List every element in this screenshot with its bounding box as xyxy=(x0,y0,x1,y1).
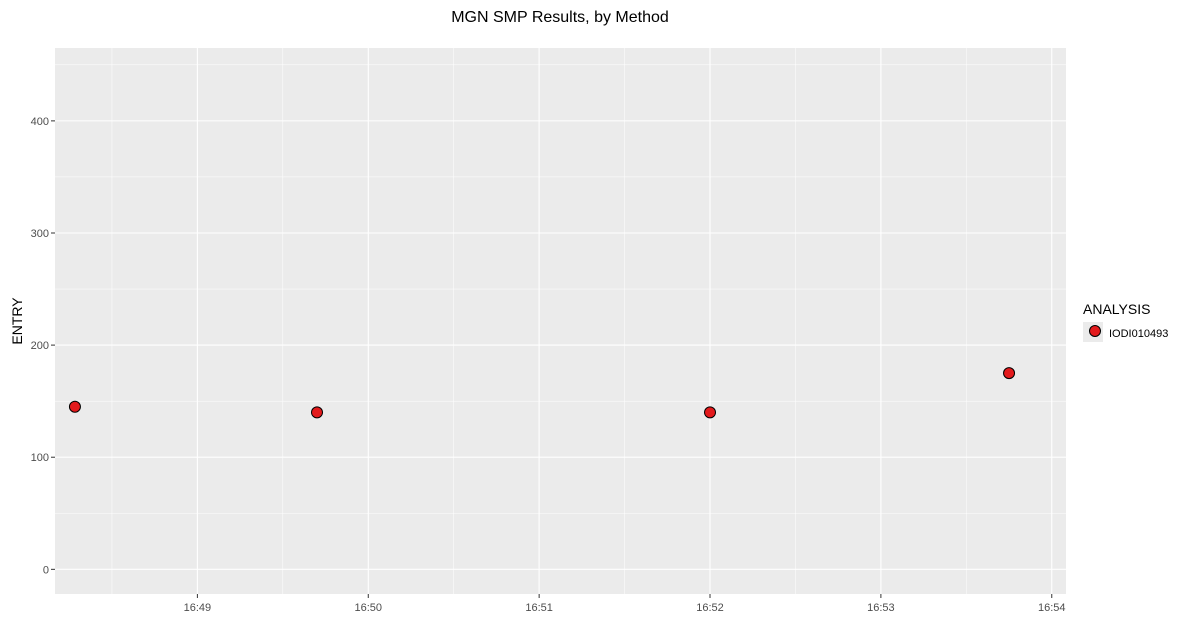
y-tick-label: 300 xyxy=(31,228,49,240)
x-tick-label: 16:52 xyxy=(696,602,724,614)
plot-panel xyxy=(55,48,1066,594)
y-axis: 0 100 200 300 400 xyxy=(31,116,55,576)
x-tick-label: 16:49 xyxy=(184,602,212,614)
data-point xyxy=(1003,367,1016,380)
y-tick-label: 100 xyxy=(31,452,49,464)
x-tick-label: 16:53 xyxy=(867,602,895,614)
legend-label: IODI010493 xyxy=(1109,328,1168,340)
x-tick-label: 16:54 xyxy=(1038,602,1066,614)
data-point xyxy=(311,406,324,419)
legend-marker xyxy=(1089,325,1101,337)
minor-gridlines xyxy=(55,48,1066,594)
data-point xyxy=(68,400,81,413)
major-gridlines xyxy=(55,48,1066,594)
y-tick-label: 200 xyxy=(31,340,49,352)
x-tick-label: 16:50 xyxy=(355,602,383,614)
x-tick-label: 16:51 xyxy=(525,602,553,614)
legend: ANALYSIS IODI010493 xyxy=(1083,301,1168,342)
y-tick-label: 400 xyxy=(31,116,49,128)
chart-title: MGN SMP Results, by Method xyxy=(451,9,669,26)
x-axis: 16:49 16:50 16:51 16:52 16:53 16:54 xyxy=(184,594,1066,614)
data-points xyxy=(68,367,1016,419)
data-point xyxy=(704,406,717,419)
y-tick-label: 0 xyxy=(43,564,49,576)
legend-title: ANALYSIS xyxy=(1083,301,1150,317)
y-axis-title: ENTRY xyxy=(9,297,25,345)
